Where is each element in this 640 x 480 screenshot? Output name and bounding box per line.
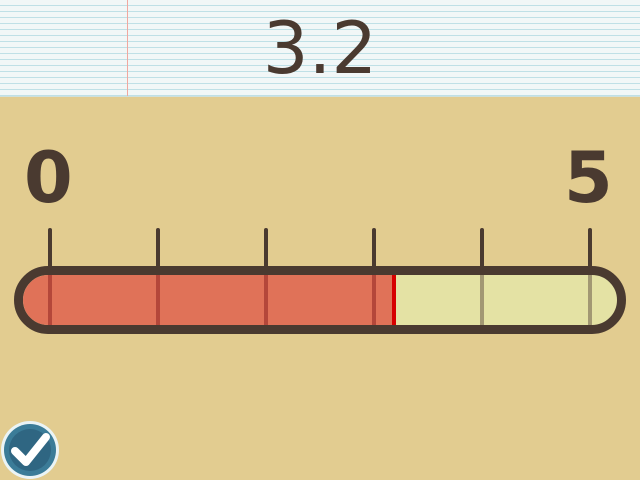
slider-handle[interactable] bbox=[391, 275, 396, 325]
max-label: 5 bbox=[564, 137, 613, 219]
current-value-display: 3.2 bbox=[262, 6, 378, 90]
slider-inner-tick bbox=[588, 275, 592, 325]
scale-tick bbox=[480, 228, 484, 268]
value-notepad: 3.2 bbox=[0, 0, 640, 97]
slider-inner-tick bbox=[480, 275, 484, 325]
slider-inner-tick bbox=[264, 275, 268, 325]
submit-button[interactable] bbox=[0, 420, 60, 480]
number-line-slider[interactable] bbox=[14, 266, 626, 334]
slider-fill bbox=[23, 275, 394, 325]
notepad-margin-line bbox=[127, 0, 128, 96]
slider-inner-tick bbox=[48, 275, 52, 325]
scale-tick bbox=[48, 228, 52, 268]
min-label: 0 bbox=[24, 137, 73, 219]
scale-tick bbox=[372, 228, 376, 268]
scale-tick bbox=[156, 228, 160, 268]
checkmark-icon bbox=[1, 421, 59, 479]
scale-tick bbox=[264, 228, 268, 268]
scale-tick bbox=[588, 228, 592, 268]
slider-inner-tick bbox=[156, 275, 160, 325]
slider-inner-tick bbox=[372, 275, 376, 325]
